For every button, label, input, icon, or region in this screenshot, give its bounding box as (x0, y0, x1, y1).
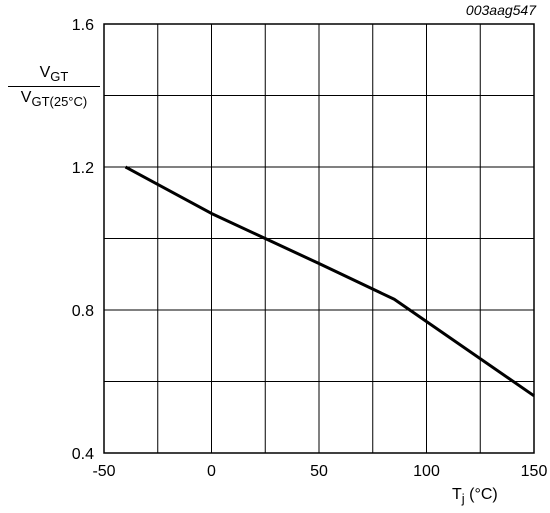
y-tick-label: 1.6 (72, 17, 94, 34)
series-line (124, 165, 535, 398)
y-axis-label: VGT VGT(25°C) (8, 64, 100, 109)
y-label-numerator: VGT (39, 64, 69, 85)
x-tick-label: 100 (413, 463, 440, 480)
figure-id: 003aag547 (465, 2, 536, 18)
y-tick-label: 0.4 (72, 446, 94, 463)
y-tick-label: 1.2 (72, 160, 94, 177)
x-tick-label: 0 (207, 463, 216, 480)
x-tick-label: -50 (92, 463, 115, 480)
y-label-denominator: VGT(25°C) (20, 89, 88, 110)
x-tick-label: 150 (521, 463, 548, 480)
y-tick-label: 0.8 (72, 303, 94, 320)
y-label-fraction-bar (8, 86, 100, 88)
x-tick-label: 50 (310, 463, 328, 480)
plot-frame (103, 23, 535, 454)
x-axis-label: Tj (°C) (452, 486, 498, 507)
